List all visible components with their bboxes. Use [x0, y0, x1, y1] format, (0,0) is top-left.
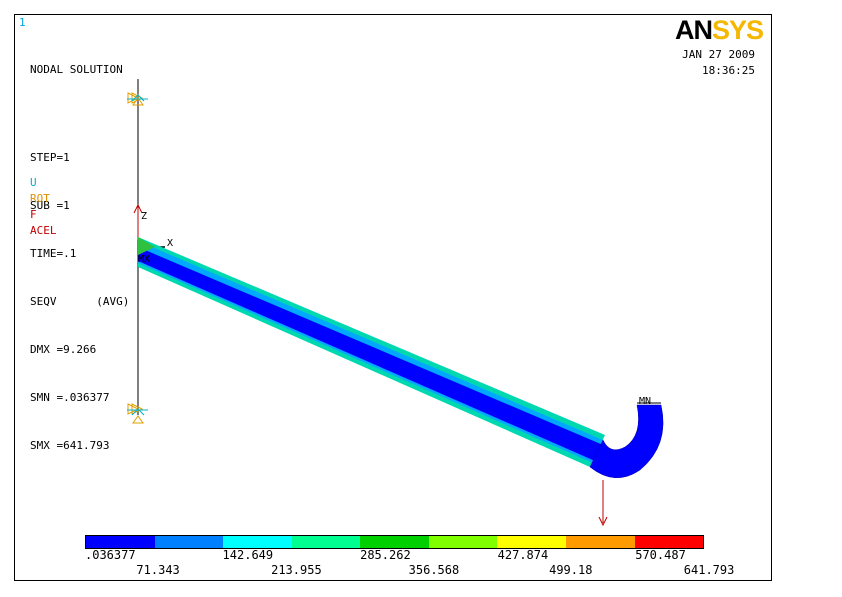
seqv-label: SEQV (AVG) [30, 295, 130, 308]
legend-acel: ACEL [30, 224, 57, 237]
top-support-icon [127, 92, 148, 106]
graphics-viewport[interactable]: 1 NODAL SOLUTION STEP=1 SUB =1 TIME=.1 S… [14, 14, 772, 581]
colorbar-segment [634, 536, 704, 548]
colorbar-labels-bottom: 71.343 213.955 356.568 499.18 641.793 [85, 563, 771, 579]
axis-z-label: Z [141, 211, 147, 222]
plot-info-block: NODAL SOLUTION STEP=1 SUB =1 TIME=.1 SEQ… [30, 30, 129, 486]
smx-value: SMX =641.793 [30, 439, 110, 452]
pipe-root-high-stress [138, 237, 155, 255]
pipe-inner-band [138, 247, 603, 461]
colorbar-segment [291, 536, 361, 548]
smn-value: SMN =.036377 [30, 391, 110, 404]
mx-label: MX [138, 254, 150, 265]
colorbar-labels-top: .036377 142.649 285.262 427.874 570.487 [85, 548, 771, 564]
colorbar-label: 213.955 [271, 563, 322, 577]
plot-time: 18:36:25 [702, 64, 755, 77]
colorbar-label: .036377 [85, 548, 136, 562]
sub-value: SUB =1 [30, 199, 70, 212]
model-plot: Z X MX MN [127, 79, 664, 527]
contour-colorbar [85, 535, 704, 549]
colorbar-segment [86, 536, 155, 548]
colorbar-label: 570.487 [635, 548, 686, 562]
time-value: TIME=.1 [30, 247, 77, 260]
colorbar-label: 71.343 [136, 563, 180, 577]
axis-x-label: X [167, 238, 173, 249]
colorbar-segment [497, 536, 566, 548]
colorbar-label: 285.262 [360, 548, 411, 562]
bottom-support-icon [127, 403, 148, 424]
mn-label: MN [639, 396, 651, 407]
legend-u: U [30, 176, 37, 189]
ansys-logo: ANSYS [675, 15, 764, 45]
z-axis-arrow-icon [133, 203, 143, 240]
colorbar-segment [154, 536, 224, 548]
colorbar-label: 356.568 [408, 563, 460, 577]
pipe-bend [589, 404, 664, 478]
colorbar-label: 641.793 [683, 563, 735, 577]
legend-rot: ROT [30, 192, 50, 205]
colorbar-segment [223, 536, 292, 548]
colorbar-segment [360, 536, 429, 548]
colorbar-label: 142.649 [222, 548, 274, 562]
plot-title: NODAL SOLUTION [30, 63, 123, 76]
colorbar-label: 499.18 [549, 563, 593, 577]
legend-f: F [30, 208, 37, 221]
step-value: STEP=1 [30, 151, 70, 164]
colorbar-segment [565, 536, 635, 548]
colorbar-label: 427.874 [497, 548, 549, 562]
dmx-value: DMX =9.266 [30, 343, 97, 356]
plot-date: JAN 27 2009 [682, 48, 755, 61]
window-number: 1 [19, 16, 26, 29]
colorbar-segment [428, 536, 498, 548]
force-arrow-icon [598, 480, 608, 527]
